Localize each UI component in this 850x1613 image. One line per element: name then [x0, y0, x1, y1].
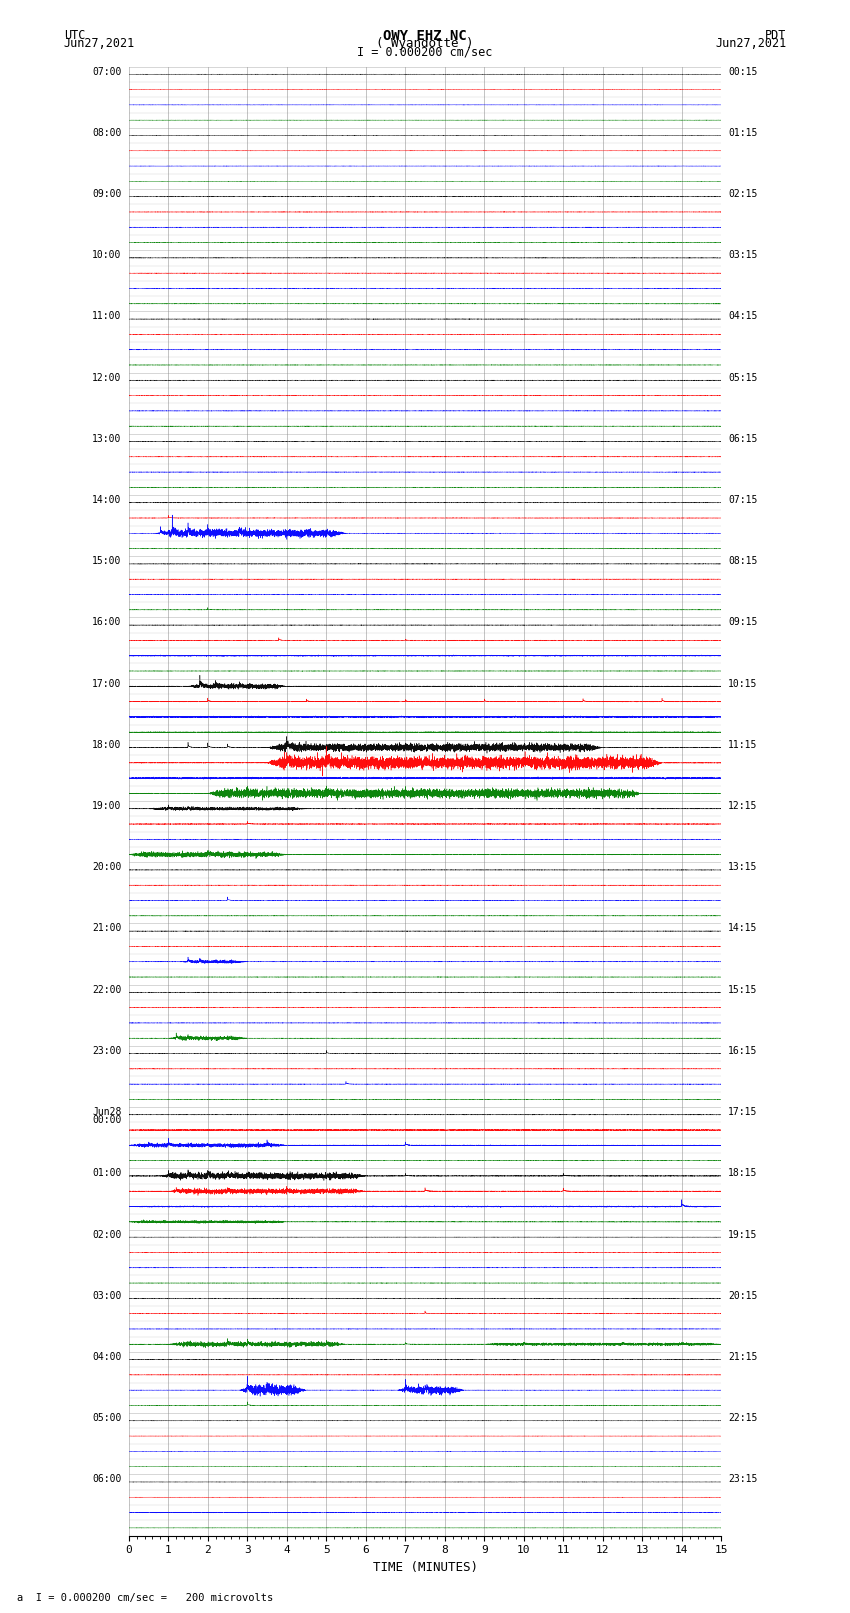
Text: 21:15: 21:15 — [728, 1352, 757, 1361]
Text: Jun28: Jun28 — [93, 1107, 122, 1118]
Text: 00:15: 00:15 — [728, 66, 757, 76]
Text: 04:00: 04:00 — [93, 1352, 122, 1361]
Text: 15:00: 15:00 — [93, 556, 122, 566]
Text: 17:15: 17:15 — [728, 1107, 757, 1118]
Text: 13:00: 13:00 — [93, 434, 122, 444]
Text: 08:15: 08:15 — [728, 556, 757, 566]
Text: 14:15: 14:15 — [728, 924, 757, 934]
Text: 13:15: 13:15 — [728, 863, 757, 873]
Text: Jun27,2021: Jun27,2021 — [64, 37, 135, 50]
Text: 01:00: 01:00 — [93, 1168, 122, 1179]
Text: 19:00: 19:00 — [93, 802, 122, 811]
Text: ( Wyandotte ): ( Wyandotte ) — [377, 37, 473, 50]
Text: 02:00: 02:00 — [93, 1229, 122, 1239]
Text: 23:15: 23:15 — [728, 1474, 757, 1484]
Text: 05:15: 05:15 — [728, 373, 757, 382]
Text: 20:00: 20:00 — [93, 863, 122, 873]
Text: 19:15: 19:15 — [728, 1229, 757, 1239]
Text: 12:00: 12:00 — [93, 373, 122, 382]
Text: PDT: PDT — [765, 29, 786, 42]
Text: 09:15: 09:15 — [728, 618, 757, 627]
Text: 04:15: 04:15 — [728, 311, 757, 321]
Text: 16:15: 16:15 — [728, 1045, 757, 1057]
Text: UTC: UTC — [64, 29, 85, 42]
Text: 18:00: 18:00 — [93, 740, 122, 750]
Text: 05:00: 05:00 — [93, 1413, 122, 1423]
Text: 10:15: 10:15 — [728, 679, 757, 689]
Text: 20:15: 20:15 — [728, 1290, 757, 1300]
Text: 15:15: 15:15 — [728, 984, 757, 995]
Text: a  I = 0.000200 cm/sec =   200 microvolts: a I = 0.000200 cm/sec = 200 microvolts — [17, 1594, 273, 1603]
Text: 08:00: 08:00 — [93, 127, 122, 137]
Text: 14:00: 14:00 — [93, 495, 122, 505]
Text: 06:15: 06:15 — [728, 434, 757, 444]
Text: 11:15: 11:15 — [728, 740, 757, 750]
Text: 07:15: 07:15 — [728, 495, 757, 505]
Text: 12:15: 12:15 — [728, 802, 757, 811]
Text: 21:00: 21:00 — [93, 924, 122, 934]
Text: 10:00: 10:00 — [93, 250, 122, 260]
Text: 07:00: 07:00 — [93, 66, 122, 76]
Text: 17:00: 17:00 — [93, 679, 122, 689]
Text: Jun27,2021: Jun27,2021 — [715, 37, 786, 50]
X-axis label: TIME (MINUTES): TIME (MINUTES) — [372, 1561, 478, 1574]
Text: 18:15: 18:15 — [728, 1168, 757, 1179]
Text: 23:00: 23:00 — [93, 1045, 122, 1057]
Text: 00:00: 00:00 — [93, 1115, 122, 1124]
Text: 09:00: 09:00 — [93, 189, 122, 198]
Text: 02:15: 02:15 — [728, 189, 757, 198]
Text: I = 0.000200 cm/sec: I = 0.000200 cm/sec — [357, 45, 493, 58]
Text: 22:15: 22:15 — [728, 1413, 757, 1423]
Text: 11:00: 11:00 — [93, 311, 122, 321]
Text: 01:15: 01:15 — [728, 127, 757, 137]
Text: 03:15: 03:15 — [728, 250, 757, 260]
Text: OWY EHZ NC: OWY EHZ NC — [383, 29, 467, 44]
Text: 22:00: 22:00 — [93, 984, 122, 995]
Text: 16:00: 16:00 — [93, 618, 122, 627]
Text: 03:00: 03:00 — [93, 1290, 122, 1300]
Text: 06:00: 06:00 — [93, 1474, 122, 1484]
